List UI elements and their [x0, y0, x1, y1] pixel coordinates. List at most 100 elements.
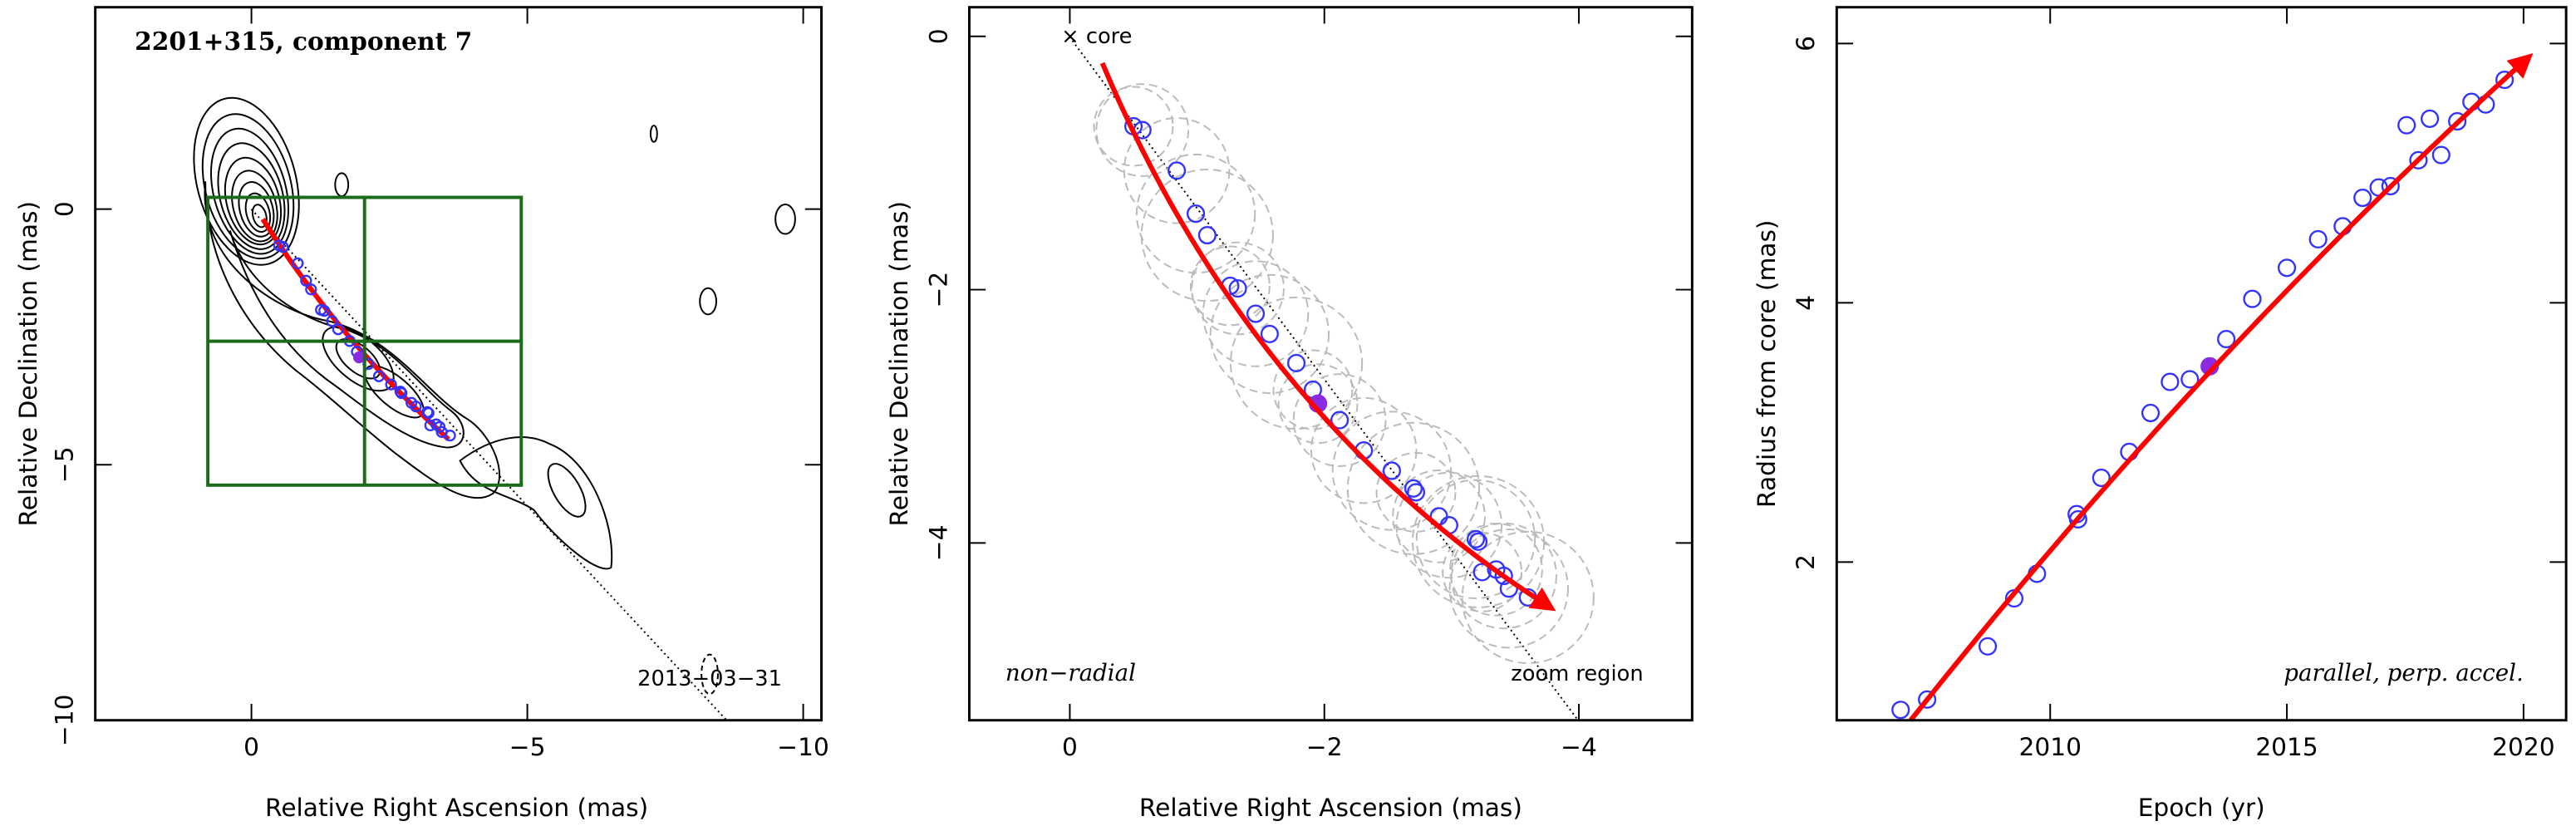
- data-point: [1891, 701, 1910, 720]
- data-point: [2141, 403, 2161, 423]
- component-size: [1189, 245, 1271, 327]
- contour: [210, 127, 290, 255]
- data-point: [2243, 289, 2262, 308]
- component-size: [1123, 117, 1231, 224]
- data-point: [2409, 150, 2428, 170]
- data-point: [1228, 278, 1247, 298]
- data-point: [2381, 176, 2400, 196]
- x-tick-label: −2: [1306, 732, 1343, 761]
- data-point: [2495, 70, 2515, 90]
- fit-curve: [1099, 61, 1556, 612]
- component-size: [1229, 296, 1364, 430]
- fit-curve: [1908, 52, 2534, 722]
- data-point: [2092, 468, 2111, 488]
- data-point: [2353, 188, 2372, 208]
- component-size: [1095, 83, 1190, 177]
- data-point: [1468, 532, 1488, 551]
- data-point: [1246, 304, 1266, 323]
- component-size: [1135, 153, 1256, 274]
- contour: [547, 463, 587, 518]
- contour: [251, 204, 268, 229]
- data-point: [1168, 161, 1187, 180]
- y-tick-label: 2: [1791, 554, 1820, 570]
- component-size: [1191, 241, 1285, 336]
- x-tick-label: −5: [509, 732, 546, 761]
- data-point: [2068, 509, 2087, 529]
- component-size: [1392, 470, 1486, 563]
- data-point: [300, 274, 312, 287]
- component-size: [1415, 479, 1536, 599]
- x-tick-label: 2010: [2019, 732, 2082, 761]
- component-size: [1292, 373, 1387, 467]
- data-point: [326, 315, 338, 327]
- points-layer: [273, 70, 2515, 720]
- data-point: [410, 400, 422, 413]
- x-tick-label: 0: [243, 732, 259, 761]
- component-size: [1209, 273, 1330, 395]
- data-point: [385, 378, 397, 391]
- core-label: × core: [1061, 24, 1132, 49]
- data-point: [332, 323, 344, 336]
- data-point: [1260, 324, 1279, 343]
- data-point: [372, 370, 386, 382]
- data-point: [2448, 111, 2467, 131]
- x-tick-label: 2015: [2255, 732, 2318, 761]
- data-point: [1472, 563, 1492, 582]
- x-tick-label: −10: [777, 732, 829, 761]
- y-axis-label: Relative Declination (mas): [884, 201, 913, 527]
- contour: [334, 172, 350, 198]
- component-size: [1331, 411, 1453, 531]
- data-point: [277, 241, 289, 253]
- data-point: [422, 406, 435, 420]
- component-size: [1310, 396, 1418, 504]
- data-point: [2308, 229, 2328, 249]
- data-point: [444, 430, 456, 442]
- data-point: [352, 351, 366, 364]
- x-axis-label: Epoch (yr): [2138, 793, 2265, 822]
- date-label: 2013−03−31: [637, 666, 782, 691]
- contour: [699, 287, 717, 316]
- data-point: [305, 283, 317, 296]
- component-size: [1448, 529, 1569, 649]
- data-point: [1466, 529, 1486, 548]
- contour: [459, 436, 613, 570]
- component-size: [1202, 260, 1310, 367]
- contour: [204, 181, 501, 499]
- contour: [238, 181, 275, 238]
- component-size: [1395, 471, 1503, 579]
- component-size: [1272, 349, 1354, 430]
- y-tick-label: 6: [1791, 36, 1820, 52]
- contour: [774, 203, 796, 235]
- panel2-layout: [1069, 36, 1580, 720]
- data-point: [1918, 690, 1937, 709]
- component-size: [1093, 86, 1174, 167]
- data-point: [1286, 353, 1306, 373]
- data-point: [2421, 109, 2440, 128]
- y-axis-label: Relative Declination (mas): [13, 201, 42, 527]
- data-point: [318, 304, 331, 317]
- data-point: [292, 257, 304, 269]
- contours: [193, 96, 796, 720]
- contour: [649, 125, 658, 143]
- data-point: [2397, 116, 2416, 135]
- mode-label: non−radial: [1005, 659, 1136, 686]
- y-axis-label: Radius from core (mas): [1752, 219, 1781, 507]
- y-tick-label: 0: [50, 201, 79, 217]
- contour: [217, 142, 286, 250]
- plot-frame: [1835, 6, 2568, 722]
- y-tick-label: 0: [923, 28, 952, 44]
- contour: [193, 96, 300, 266]
- x-axis-label: Relative Right Ascension (mas): [1139, 793, 1522, 822]
- contour: [229, 230, 465, 449]
- contour: [701, 653, 719, 696]
- component-size: [1140, 168, 1274, 302]
- data-point: [1197, 225, 1217, 245]
- x-tick-label: 2020: [2492, 732, 2554, 761]
- data-point: [396, 386, 408, 400]
- chart-title: 2201+315, component 7: [135, 27, 472, 56]
- component-size: [1277, 363, 1359, 445]
- data-point: [2180, 370, 2200, 389]
- contour: [244, 192, 272, 234]
- data-point: [1330, 411, 1349, 430]
